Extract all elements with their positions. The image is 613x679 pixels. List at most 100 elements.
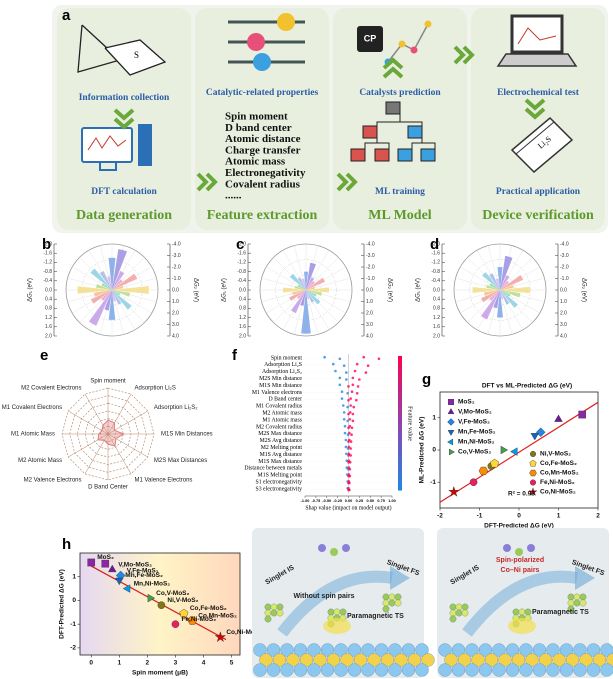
shap-dot xyxy=(353,369,357,373)
shap-dot xyxy=(347,398,350,402)
polar-bar xyxy=(294,285,306,290)
x-tick-label: 2 xyxy=(596,513,600,520)
polar-bar xyxy=(301,278,306,290)
surface-atom xyxy=(272,653,287,667)
feature-label: M2 Covalent radius xyxy=(256,424,303,430)
shap-dot xyxy=(340,397,344,400)
surface-atom xyxy=(565,653,580,667)
radar-axis-label: M1 Atomic Mass xyxy=(11,432,55,438)
y2-tick-label: -3.0 xyxy=(172,253,181,259)
feature-label: Spin moment xyxy=(271,355,302,361)
y2-tick-label: -4.0 xyxy=(172,241,181,247)
surface-atom xyxy=(253,663,267,677)
polar-bar xyxy=(289,273,306,290)
y-tick-label: -0.4 xyxy=(43,278,52,284)
data-point xyxy=(530,433,540,441)
cluster-atom xyxy=(382,605,390,613)
illustration-frame xyxy=(437,528,609,678)
y2-tick-label: 4.0 xyxy=(172,333,179,339)
cluster-atom xyxy=(388,599,396,607)
legend-label: Mn,Ni-MoS₂ xyxy=(458,439,495,446)
surface-atom xyxy=(471,653,485,667)
y-tick-label: -0.4 xyxy=(431,278,440,284)
x-tick-label: 4 xyxy=(202,660,206,667)
shap-dot xyxy=(350,426,354,430)
polar-bar xyxy=(112,286,149,294)
surface-atom xyxy=(505,663,520,677)
polar-bar xyxy=(297,277,306,290)
y-tick-label: -1.2 xyxy=(237,260,246,266)
surface-atom xyxy=(606,653,613,667)
legend-marker xyxy=(447,408,455,414)
tree-edge xyxy=(364,138,378,149)
y2-tick-label: -2.0 xyxy=(366,264,375,270)
y2-tick-label: -1.0 xyxy=(366,276,375,282)
spin-density xyxy=(508,618,536,634)
polar-bar xyxy=(500,275,510,290)
surface-atom xyxy=(546,663,560,677)
tree-node xyxy=(420,148,436,162)
graph-dot xyxy=(398,40,406,48)
chevron xyxy=(524,98,546,111)
polar-bar xyxy=(96,284,112,290)
x-tick-label: 1 xyxy=(557,513,561,520)
y-tick-label: -1.2 xyxy=(431,260,440,266)
data-point xyxy=(187,616,198,625)
radar-spoke xyxy=(68,433,109,458)
step-label: ML training xyxy=(375,187,425,197)
shap-dot xyxy=(348,438,351,442)
polar-bar xyxy=(500,281,509,290)
illustration-label: Paramagnetic TS xyxy=(532,609,589,616)
radar-spoke xyxy=(107,394,132,435)
y-tick-label: 0.0 xyxy=(239,287,246,293)
y-axis-title: ML-Predicted ΔG (eV) xyxy=(419,417,426,484)
polar-bar xyxy=(112,290,131,297)
cluster-atom xyxy=(394,593,402,601)
surface-atom xyxy=(511,653,526,667)
polar-bar xyxy=(500,285,514,290)
feature-label: Adsorption Li₂S₂ xyxy=(262,369,302,375)
surface-atom xyxy=(579,653,593,667)
data-point xyxy=(478,466,489,475)
legend-marker xyxy=(447,438,453,446)
surface-atom xyxy=(438,643,452,657)
surface-atom xyxy=(532,663,547,677)
surface-atom xyxy=(532,643,547,657)
polar-bar xyxy=(489,290,500,301)
y-tick-label: -1.6 xyxy=(43,251,52,257)
y-tick-label: 0 xyxy=(72,597,76,604)
y-tick-label: 1.2 xyxy=(433,315,440,321)
data-point xyxy=(108,564,117,573)
shap-dot xyxy=(348,411,352,414)
x-tick-label: -1 xyxy=(477,513,483,520)
polar-bar xyxy=(481,290,500,303)
laptop-curve xyxy=(517,27,557,45)
shap-dot xyxy=(347,385,350,388)
surface-atom xyxy=(559,663,574,677)
cluster-atom xyxy=(270,603,278,611)
surface-atom xyxy=(492,643,506,657)
shap-dot xyxy=(343,431,347,435)
point-label: Co,Fe-MoS₂ xyxy=(190,605,227,612)
cluster-atom xyxy=(524,608,532,616)
surface-atom xyxy=(326,653,341,667)
polar-bar xyxy=(306,290,317,297)
graph-dot xyxy=(410,46,418,54)
y2-axis-title: ΔG₂ (eV) xyxy=(386,278,392,302)
polar-bar xyxy=(306,287,330,293)
spin-density xyxy=(323,618,351,634)
y-tick-label: 1 xyxy=(72,573,76,580)
radar-axis-label: Adsorption Li₂S xyxy=(135,386,176,392)
panel-label: e xyxy=(40,347,48,364)
surface-atom xyxy=(280,643,294,657)
surface-atom xyxy=(347,663,362,677)
polar-bar xyxy=(101,283,112,290)
monitor-stand xyxy=(99,162,117,171)
shap-dot xyxy=(344,445,348,449)
illustration-label: Spin-polarized xyxy=(496,557,544,564)
x-axis-title: DFT-Predicted ΔG (eV) xyxy=(484,523,554,530)
data-point xyxy=(448,485,460,497)
shap-dot xyxy=(344,438,348,442)
shap-dot xyxy=(348,474,352,478)
y2-tick-label: 4.0 xyxy=(366,333,373,339)
